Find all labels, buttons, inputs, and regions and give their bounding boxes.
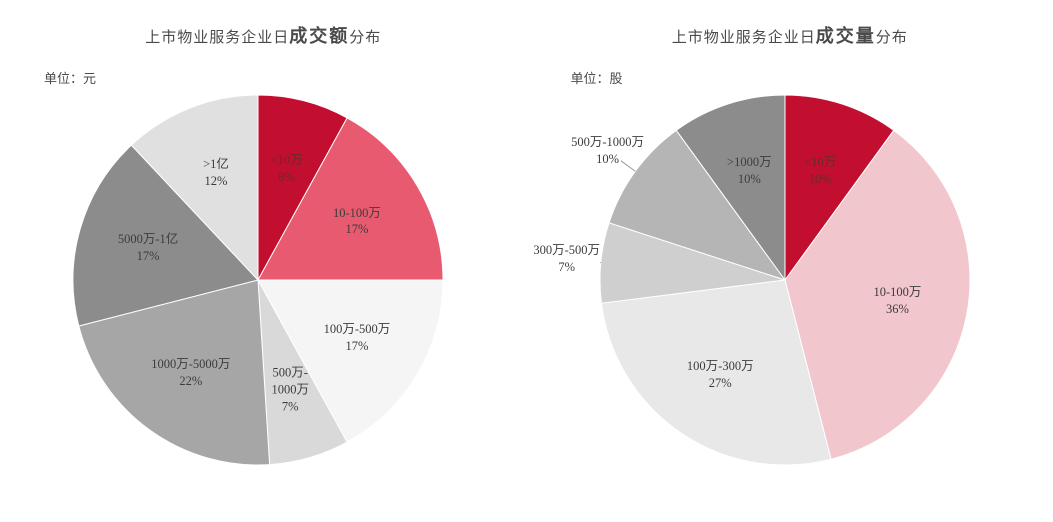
pie-slice-label: <10万8% — [271, 152, 303, 186]
pie-slice-label: <10万10% — [804, 154, 836, 188]
pie-slice-label: 5000万-1亿17% — [118, 231, 178, 265]
right-title: 上市物业服务企业日成交量分布 — [527, 22, 1053, 48]
left-unit: 单位：元 — [44, 68, 96, 87]
pie-slice-label: 500万-1000万7% — [271, 365, 309, 416]
pie-slice-label: 100万-300万27% — [687, 358, 754, 392]
left-title-bold: 成交额 — [289, 26, 349, 46]
right-unit: 单位：股 — [571, 68, 623, 87]
pie-slice-label: 300万-500万7% — [533, 243, 600, 277]
charts-container: 上市物业服务企业日成交额分布 单位：元 <10万8%10-100万17%100万… — [0, 0, 1053, 522]
left-title-pre: 上市物业服务企业日 — [145, 30, 289, 46]
right-pie: <10万10%10-100万36%100万-300万27%300万-500万7%… — [600, 95, 980, 475]
right-title-bold: 成交量 — [816, 26, 876, 46]
pie-slice-label: >1000万10% — [727, 154, 772, 188]
left-title: 上市物业服务企业日成交额分布 — [0, 22, 527, 48]
pie-slice-label: 10-100万36% — [873, 285, 921, 319]
right-panel: 上市物业服务企业日成交量分布 单位：股 <10万10% 10-100万36% 100… — [527, 0, 1053, 522]
pie-slice-label: 10-100万17% — [333, 205, 381, 239]
pie-slice-label: 100万-500万17% — [324, 322, 391, 356]
left-pie: <10万8% 10-100万17% 100万-500万17% 500万-1000万7%… — [73, 95, 453, 475]
left-panel: 上市物业服务企业日成交额分布 单位：元 <10万8% 10-100万17% 100万… — [0, 0, 527, 522]
pie-slice-label: 1000万-5000万22% — [151, 356, 230, 390]
right-title-pre: 上市物业服务企业日 — [672, 30, 816, 46]
left-title-post: 分布 — [349, 30, 381, 46]
pie-slice-label: >1亿12% — [203, 156, 229, 190]
pie-slice-label: 500万-1000万10% — [571, 134, 644, 168]
right-title-post: 分布 — [876, 30, 908, 46]
